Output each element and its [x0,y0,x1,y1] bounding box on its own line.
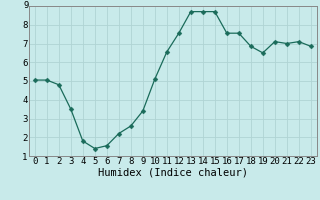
X-axis label: Humidex (Indice chaleur): Humidex (Indice chaleur) [98,168,248,178]
Text: 9: 9 [23,1,29,10]
